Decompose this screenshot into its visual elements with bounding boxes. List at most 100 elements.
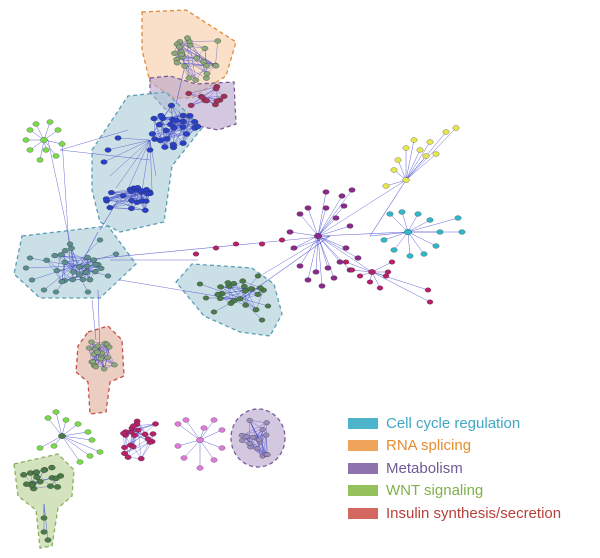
network-node (129, 423, 137, 429)
network-node (120, 430, 127, 436)
edge (149, 139, 157, 177)
network-node (149, 431, 157, 437)
network-node (134, 185, 142, 191)
network-node (171, 50, 178, 56)
network-node (432, 151, 440, 157)
network-node (88, 339, 95, 345)
network-node (304, 205, 312, 211)
network-node (36, 157, 44, 163)
network-node (254, 446, 261, 452)
edge (307, 207, 319, 237)
network-node (382, 273, 390, 279)
edge (97, 345, 115, 366)
edge (371, 261, 393, 273)
network-node (119, 193, 127, 199)
edge (299, 213, 319, 237)
network-node (124, 454, 132, 460)
legend-label-wnt: WNT signaling (386, 482, 484, 499)
edge (317, 231, 409, 237)
network-node (57, 252, 65, 258)
network-node (342, 259, 350, 265)
network-node (196, 281, 204, 287)
network-node (247, 286, 255, 292)
network-node (173, 60, 181, 66)
legend-item-rna-splicing: RNA splicing (348, 435, 598, 457)
edge (39, 139, 45, 161)
network-node (264, 303, 272, 309)
legend: Cell cycle regulation RNA splicing Metab… (348, 412, 598, 525)
network-node (214, 38, 222, 44)
edge (239, 297, 269, 307)
network-node (356, 273, 364, 279)
network-node (167, 121, 175, 128)
edge (61, 431, 89, 437)
edge (61, 235, 331, 263)
edge (199, 283, 241, 299)
network-node (263, 420, 270, 426)
network-node (220, 93, 228, 99)
network-node (40, 515, 48, 521)
network-node (263, 432, 270, 438)
network-node (200, 59, 207, 65)
network-node (58, 433, 66, 439)
network-node (74, 421, 82, 427)
edge (405, 127, 457, 181)
network-node (202, 295, 210, 301)
network-node (46, 119, 54, 125)
network-node (179, 124, 187, 130)
network-node (296, 211, 304, 217)
network-node (249, 434, 257, 440)
network-node (241, 288, 249, 294)
network-node (104, 147, 112, 153)
network-node (182, 417, 190, 423)
legend-swatch-metabolism (348, 462, 378, 474)
network-node (36, 445, 44, 451)
network-node (146, 147, 154, 153)
network-node (210, 309, 218, 315)
network-node (179, 118, 187, 125)
network-node (217, 284, 224, 290)
edge (176, 59, 204, 63)
network-node (161, 144, 169, 150)
network-node (22, 265, 30, 271)
edge (317, 217, 337, 237)
network-node (296, 263, 304, 269)
edge (405, 141, 431, 181)
edge (184, 66, 207, 79)
network-node (454, 215, 462, 221)
network-node (330, 275, 338, 281)
network-node (278, 237, 286, 243)
network-node (426, 139, 434, 145)
network-node (152, 421, 159, 427)
network-node (404, 228, 412, 235)
network-node (26, 147, 34, 153)
network-node (51, 253, 59, 259)
edge (371, 271, 431, 303)
network-node (452, 125, 460, 131)
edge (56, 254, 62, 271)
network-node (52, 289, 60, 295)
network-node (92, 261, 99, 267)
network-node (84, 429, 92, 435)
edge (199, 439, 215, 461)
network-node (196, 437, 204, 443)
network-node (239, 278, 247, 284)
edge (39, 435, 63, 449)
network-node (254, 273, 262, 279)
network-node (224, 280, 232, 286)
network-node (111, 362, 118, 368)
network-node (100, 159, 108, 165)
legend-item-cell-cycle: Cell cycle regulation (348, 412, 598, 434)
network-node (246, 441, 253, 446)
network-node (79, 276, 87, 283)
network-node (424, 287, 432, 293)
network-node (376, 285, 384, 291)
edge (179, 46, 197, 59)
edge (407, 213, 419, 233)
edge (317, 235, 329, 269)
network-node (368, 269, 376, 275)
network-node (193, 55, 200, 61)
network-node (243, 434, 250, 439)
network-node (142, 198, 150, 204)
network-node (218, 427, 226, 433)
